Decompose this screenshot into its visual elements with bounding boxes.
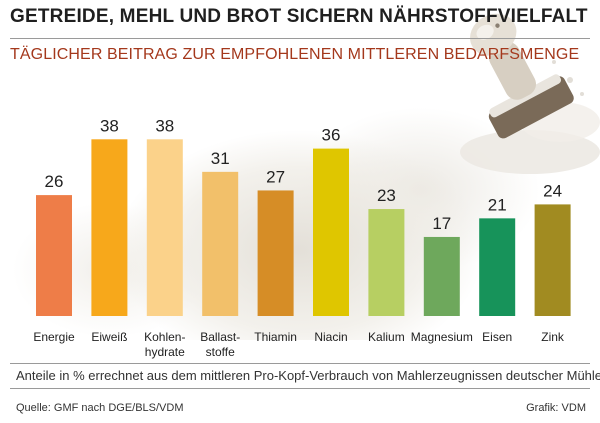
bar-value-label: 17 <box>432 214 451 233</box>
chart-title: GETREIDE, MEHL UND BROT SICHERN NÄHRSTOF… <box>10 6 588 27</box>
category-label: Thiamin <box>254 330 297 344</box>
bar-value-label: 23 <box>377 186 396 205</box>
bar <box>368 209 405 316</box>
divider-bottom <box>10 388 590 389</box>
category-label: Eiweiß <box>91 330 127 344</box>
flour-stamp-image <box>460 13 600 174</box>
bar-value-label: 31 <box>211 149 230 168</box>
bar-value-label: 24 <box>543 181 562 200</box>
bar <box>146 139 183 316</box>
bar-value-label: 21 <box>488 195 507 214</box>
category-label: Magnesium <box>411 330 473 344</box>
bar-value-label: 27 <box>266 167 285 186</box>
bar <box>36 195 72 316</box>
category-label: Kohlen-hydrate <box>144 330 185 359</box>
category-label: Energie <box>33 330 75 344</box>
chart-note: Anteile in % errechnet aus dem mittleren… <box>16 368 600 383</box>
category-label: Zink <box>541 330 565 344</box>
bar <box>257 190 294 316</box>
bar <box>313 148 349 316</box>
category-label: Niacin <box>314 330 347 344</box>
bar-value-label: 38 <box>155 116 174 135</box>
bar-value-label: 36 <box>322 126 341 145</box>
credit-text: Grafik: VDM <box>526 402 586 414</box>
bar-value-label: 38 <box>100 116 119 135</box>
bar-value-label: 26 <box>45 172 64 191</box>
category-label: Kalium <box>368 330 405 344</box>
bar <box>91 139 128 316</box>
bar <box>534 204 571 316</box>
bar <box>423 236 460 316</box>
chart-subtitle: TÄGLICHER BEITRAG ZUR EMPFOHLENEN MITTLE… <box>10 46 580 63</box>
source-text: Quelle: GMF nach DGE/BLS/VDM <box>16 402 184 414</box>
bar <box>202 171 239 316</box>
category-label: Ballast-stoffe <box>200 330 240 359</box>
divider-middle <box>10 363 590 364</box>
category-label: Eisen <box>482 330 512 344</box>
bar <box>479 218 516 316</box>
divider-top <box>10 38 590 39</box>
